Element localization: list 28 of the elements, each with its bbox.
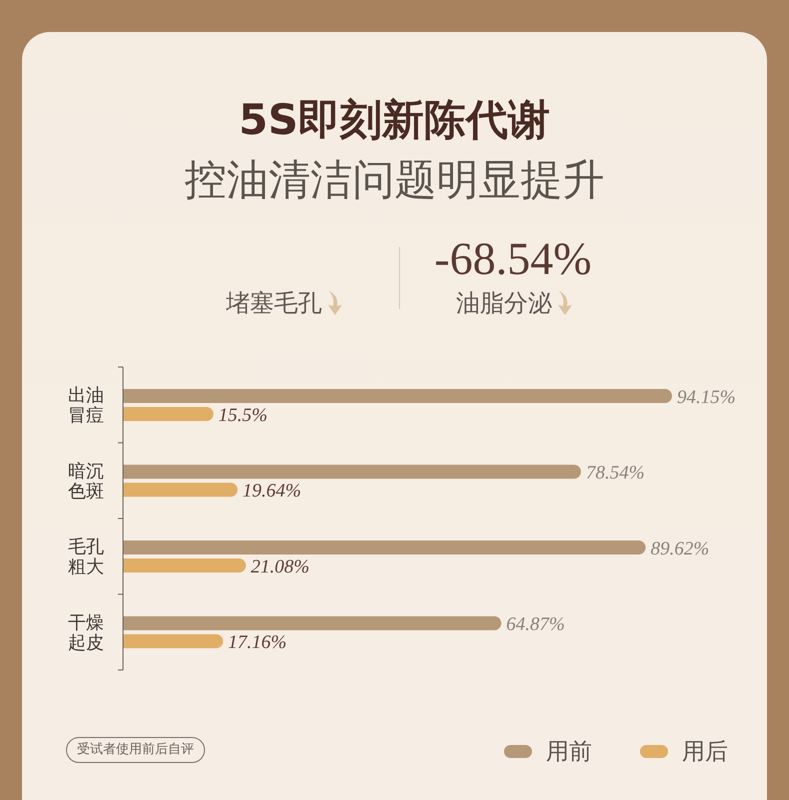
text: 油脂分泌 (456, 288, 552, 318)
y-tick-label: 干燥起皮 (68, 612, 104, 654)
bar (123, 634, 224, 648)
bar (123, 540, 646, 554)
text: -68.54% (433, 233, 593, 284)
bar (123, 482, 238, 497)
bar (123, 616, 502, 630)
bar (123, 464, 581, 479)
bar (123, 389, 672, 403)
text: 堵塞毛孔 (226, 288, 322, 318)
data-label: 78.54% (586, 462, 645, 484)
text: 受试者使用前后自评 (66, 737, 205, 763)
data-label: 89.62% (650, 538, 710, 560)
legend-label: 用后 (682, 738, 728, 766)
bar (123, 407, 214, 421)
y-tick-label: 暗沉色斑 (68, 460, 104, 502)
data-label: 15.5% (218, 404, 268, 426)
chart-subtitle: 控油清洁问题明显提升 (184, 154, 606, 206)
data-label: 64.87% (506, 614, 565, 636)
y-tick-label: 毛孔粗大 (68, 536, 104, 578)
data-label: 21.08% (250, 556, 310, 578)
data-label: 19.64% (242, 480, 302, 502)
bar (123, 558, 246, 572)
legend-label: 用前 (546, 738, 592, 766)
data-label: 17.16% (228, 632, 287, 654)
y-tick-label: 出油冒痘 (68, 385, 104, 426)
data-label: 94.15% (677, 386, 736, 408)
chart-title: 5S即刻新陈代谢 (238, 94, 552, 146)
